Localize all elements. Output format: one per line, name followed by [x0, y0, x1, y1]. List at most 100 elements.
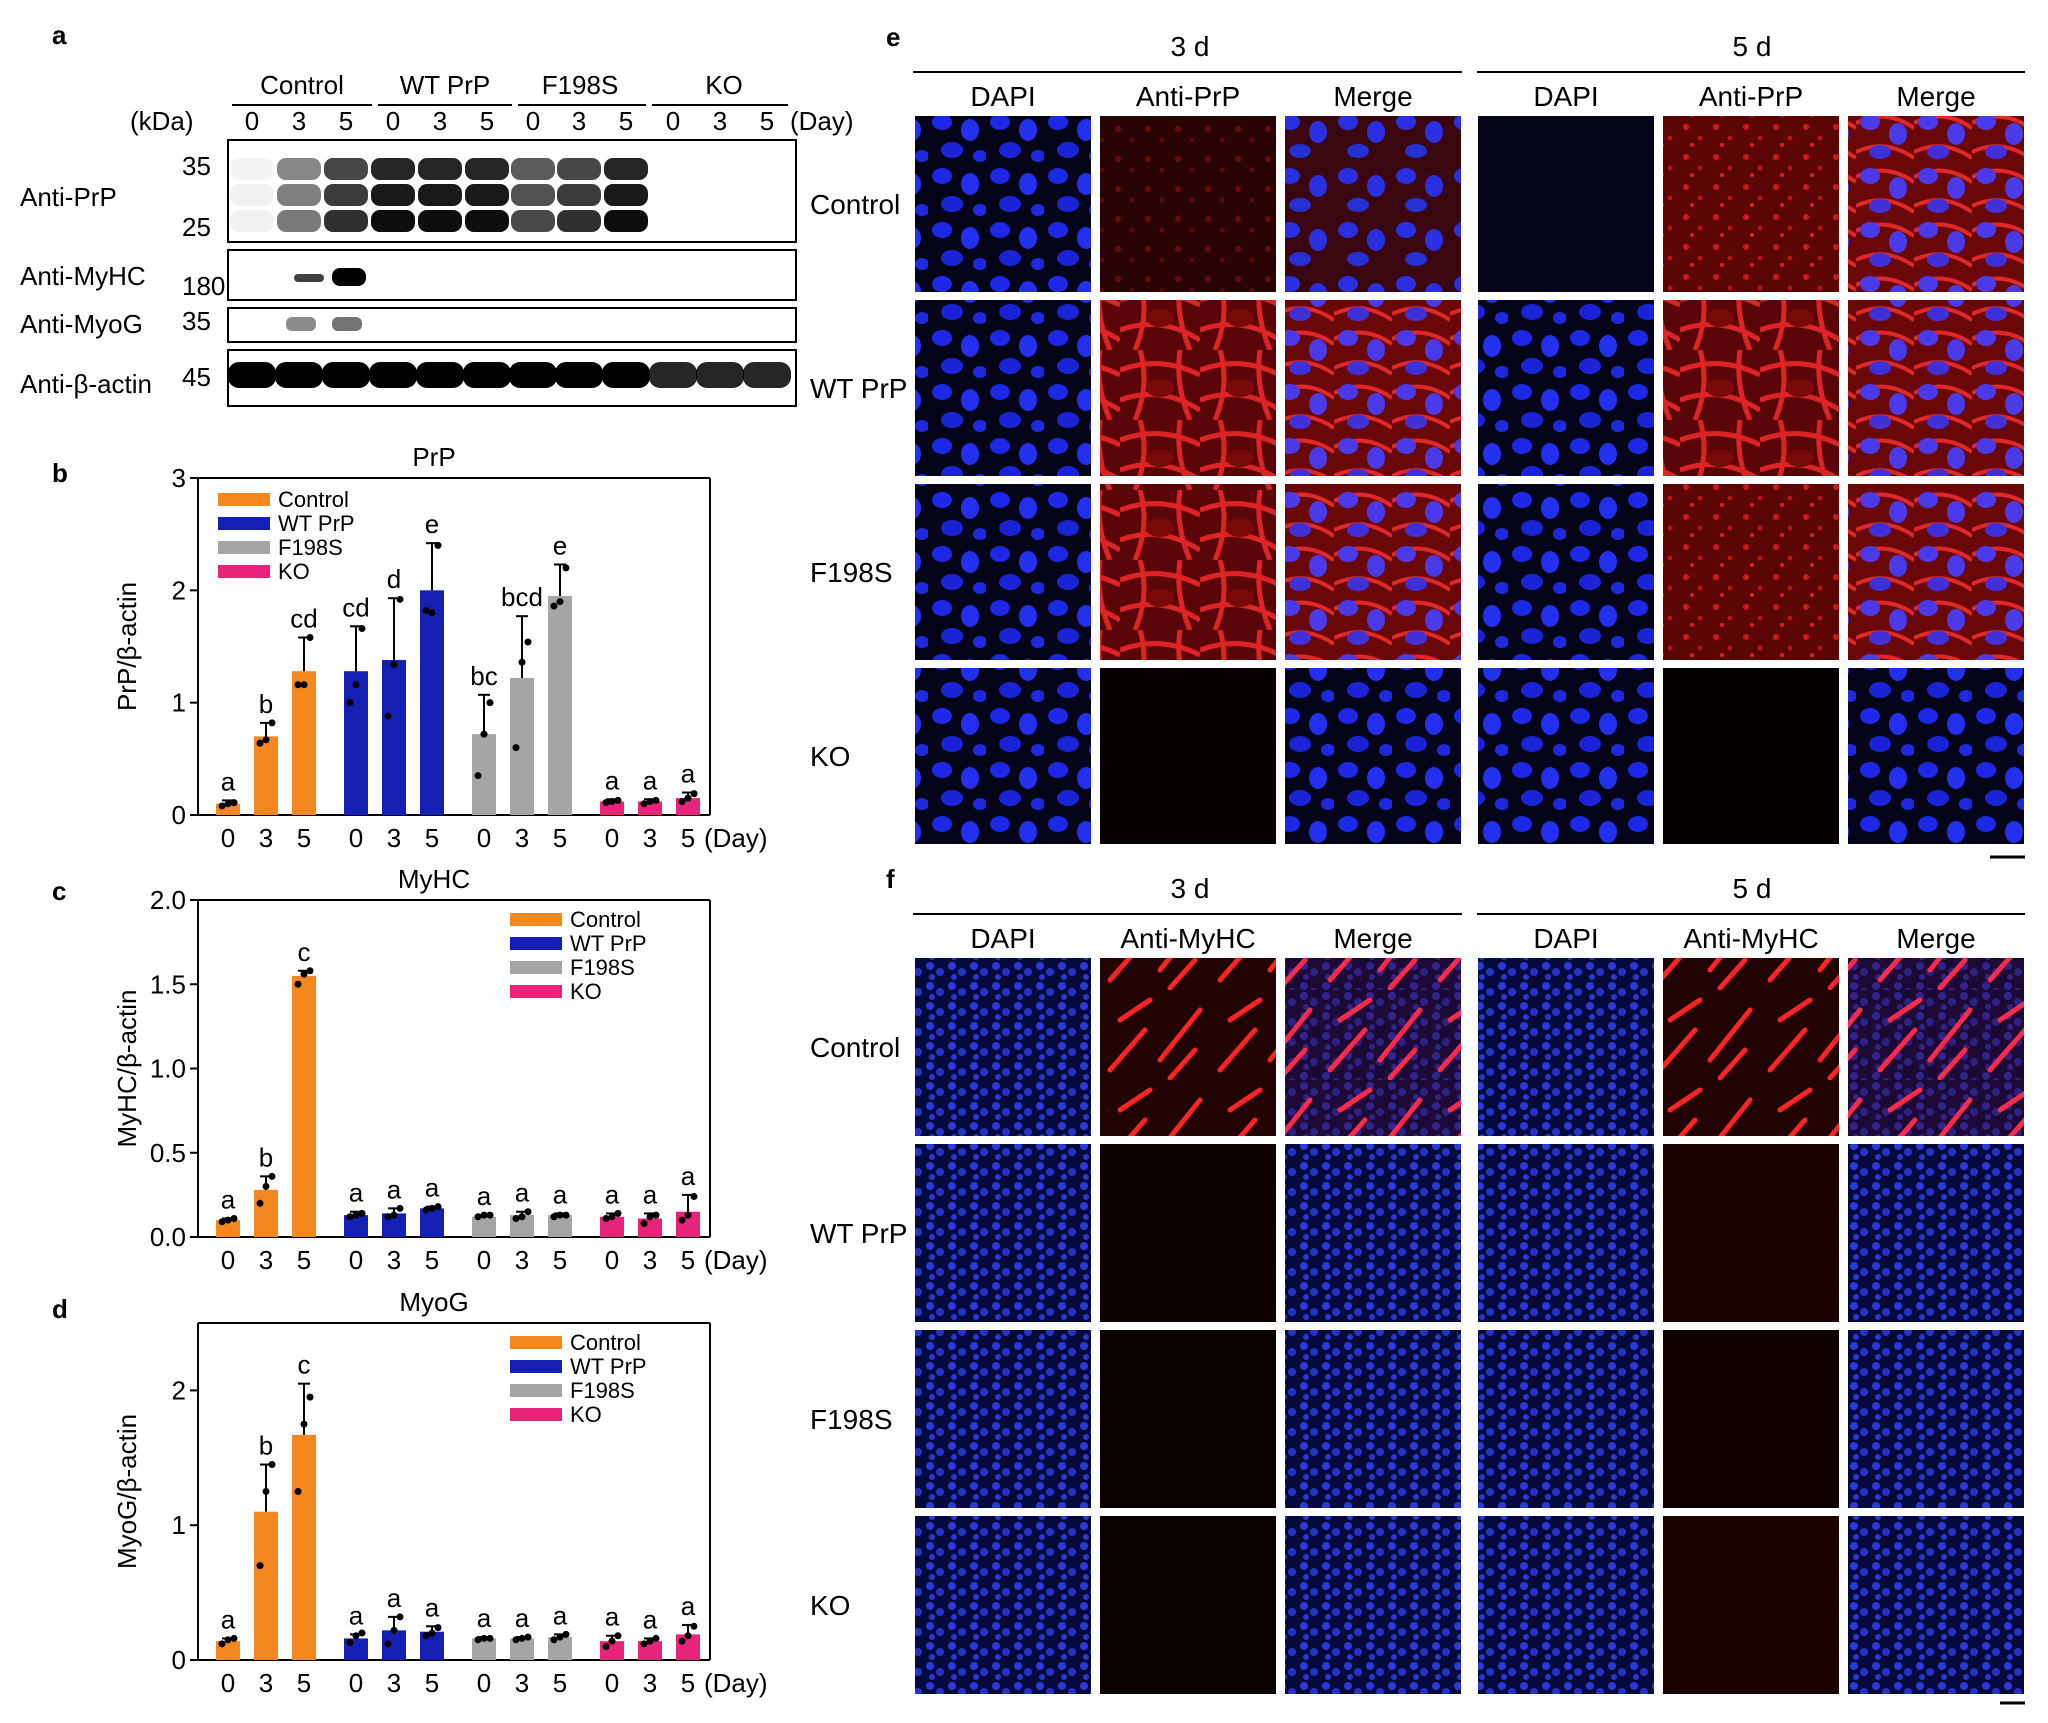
significance-letter: bc	[470, 661, 497, 691]
bar	[510, 1638, 534, 1660]
western-blot-rows: Anti-PrP 35 25 Anti-MyHC 180 Anti-MyoG 3…	[20, 139, 797, 407]
micrograph	[1663, 116, 1839, 292]
significance-letter: e	[425, 509, 439, 539]
wb-membrane-myhc	[227, 249, 797, 301]
micrograph	[1663, 1330, 1839, 1508]
micrograph	[1848, 958, 2024, 1136]
data-point	[300, 970, 308, 978]
panel-letter-e: e	[886, 22, 900, 52]
micrograph	[1285, 1144, 1461, 1322]
row-label: KO	[810, 741, 850, 772]
data-point	[396, 1204, 404, 1212]
legend-swatch	[510, 1360, 562, 1373]
data-point	[390, 1211, 398, 1219]
wb-group-control: Control	[260, 70, 344, 100]
wb-band-myhc	[332, 268, 366, 286]
wb-band-actin	[602, 362, 650, 388]
data-point	[306, 1393, 314, 1401]
x-axis-label: (Day)	[704, 823, 768, 853]
data-point	[230, 1214, 238, 1222]
data-point	[614, 1632, 622, 1640]
wb-band-actin	[322, 362, 370, 388]
wb-band-myhc	[294, 274, 324, 282]
wb-band-prp	[230, 210, 274, 232]
channel-header: Anti-MyHC	[1120, 923, 1255, 954]
data-point	[474, 1213, 482, 1221]
significance-letter: a	[515, 1178, 530, 1208]
micrograph	[915, 958, 1091, 1136]
legend-label: WT PrP	[570, 931, 647, 956]
significance-letter: cd	[290, 604, 317, 634]
data-point	[230, 799, 238, 807]
significance-letter: a	[425, 1173, 440, 1203]
wb-group-wtprp: WT PrP	[400, 70, 491, 100]
data-point	[512, 744, 520, 752]
micrograph	[1100, 1330, 1276, 1508]
x-tick-label: 0	[605, 823, 619, 853]
chart-title: MyoG	[399, 1287, 468, 1317]
wb-day-label: 5	[480, 106, 494, 136]
legend-swatch	[218, 517, 270, 530]
micrograph	[1848, 1516, 2024, 1694]
micrograph	[1848, 116, 2024, 292]
significance-letter: a	[643, 1179, 658, 1209]
channel-header: Anti-MyHC	[1683, 923, 1818, 954]
significance-letter: a	[221, 766, 236, 796]
wb-band-actin	[743, 362, 791, 388]
wb-day-label: 0	[666, 106, 680, 136]
micrograph	[1848, 1144, 2024, 1322]
significance-letter: a	[387, 1583, 402, 1613]
wb-band-actin	[696, 362, 744, 388]
data-point	[294, 681, 302, 689]
data-point	[358, 1629, 366, 1637]
wb-band-prp	[371, 184, 415, 206]
data-point	[602, 1214, 610, 1222]
data-point	[352, 1632, 360, 1640]
micrograph	[1100, 668, 1276, 844]
data-point	[224, 1216, 232, 1224]
wb-antibody-myhc: Anti-MyHC	[20, 261, 146, 291]
data-point	[646, 798, 654, 806]
micrograph	[1663, 484, 1839, 660]
significance-letter: a	[553, 1600, 568, 1630]
x-tick-label: 5	[681, 823, 695, 853]
micrograph	[915, 116, 1091, 292]
wb-band-prp	[465, 184, 509, 206]
bar	[382, 659, 406, 815]
x-axis-label: (Day)	[704, 1668, 768, 1698]
data-point	[256, 1199, 264, 1207]
micrograph	[915, 484, 1091, 660]
micrograph	[1478, 484, 1654, 660]
micrograph	[915, 1516, 1091, 1694]
micrograph	[1285, 116, 1461, 292]
x-tick-label: 5	[681, 1668, 695, 1698]
significance-letter: b	[259, 689, 273, 719]
wb-day-label: 3	[433, 106, 447, 136]
wb-band-prp	[418, 210, 462, 232]
wb-day-label: 3	[292, 106, 306, 136]
micrograph	[1478, 1516, 1654, 1694]
data-point	[684, 794, 692, 802]
row-label: WT PrP	[810, 1218, 907, 1249]
data-point	[684, 1211, 692, 1219]
data-point	[678, 1216, 686, 1224]
significance-letter: a	[643, 1604, 658, 1634]
row-label: Control	[810, 1032, 900, 1063]
bar	[548, 595, 572, 815]
data-point	[550, 602, 558, 610]
data-point	[518, 1634, 526, 1642]
y-tick-label: 2	[172, 1375, 186, 1405]
micrograph	[915, 1144, 1091, 1322]
micrograph	[1100, 484, 1276, 660]
legend-label: WT PrP	[278, 511, 355, 536]
wb-band-actin	[228, 362, 276, 388]
significance-letter: a	[221, 1184, 236, 1214]
micrograph	[1285, 958, 1461, 1136]
legend-swatch	[510, 985, 562, 998]
data-point	[390, 1626, 398, 1634]
micrograph	[1478, 300, 1654, 476]
x-tick-label: 0	[477, 1668, 491, 1698]
y-axis-label: PrP/β-actin	[112, 582, 142, 711]
wb-day-label: 3	[572, 106, 586, 136]
